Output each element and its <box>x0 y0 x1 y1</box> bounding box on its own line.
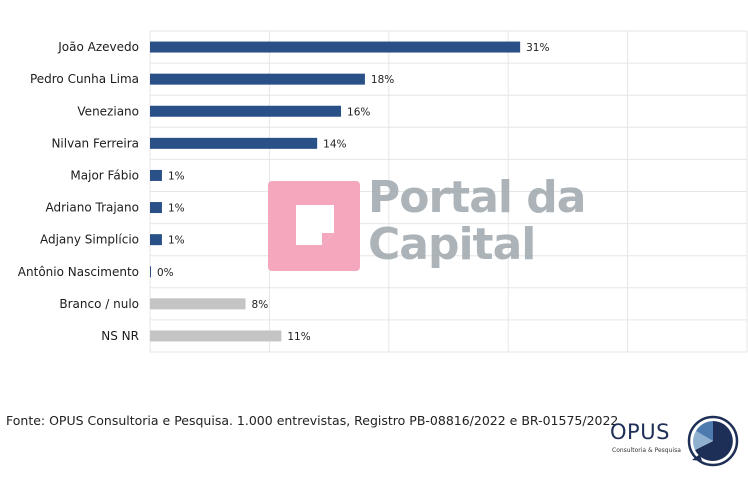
bar-4 <box>150 169 162 181</box>
bar-3 <box>150 137 318 149</box>
brand-subtitle: Consultoria & Pesquisa <box>612 447 681 454</box>
value-label: 8% <box>252 299 269 311</box>
bar-6 <box>150 234 162 246</box>
opus-brand: OPUS Consultoria & Pesquisa <box>608 412 744 468</box>
category-label: Pedro Cunha Lima <box>30 72 139 86</box>
category-label: Veneziano <box>77 104 139 118</box>
category-label: Antônio Nascimento <box>18 265 139 279</box>
category-label: Branco / nulo <box>59 297 139 311</box>
value-label: 31% <box>526 42 549 54</box>
grid-lines <box>149 30 748 353</box>
category-label: Adjany Simplício <box>40 233 139 247</box>
value-label: 11% <box>287 331 310 343</box>
bar-8 <box>150 298 246 310</box>
category-label: Adriano Trajano <box>46 201 140 215</box>
bar-chart: João Azevedo 31% Pedro Cunha Lima 18% Venezi… <box>18 30 748 353</box>
brand-name: OPUS <box>610 420 670 444</box>
value-label: 0% <box>157 267 174 279</box>
bar-1 <box>150 73 365 85</box>
pie-chart-icon <box>687 415 739 467</box>
category-label: Major Fábio <box>70 168 139 182</box>
bar-9 <box>150 330 282 342</box>
bar-0 <box>150 41 521 53</box>
bar-5 <box>150 202 162 214</box>
category-label: João Azevedo <box>57 40 139 54</box>
value-label: 16% <box>347 106 370 118</box>
value-label: 18% <box>371 74 394 86</box>
bars <box>150 41 521 342</box>
value-label: 1% <box>168 235 185 247</box>
value-label: 14% <box>323 138 346 150</box>
category-label: NS NR <box>101 329 139 343</box>
value-label: 1% <box>168 170 185 182</box>
bar-2 <box>150 105 342 117</box>
labels: João Azevedo 31% Pedro Cunha Lima 18% Venezi… <box>18 40 550 343</box>
value-label: 1% <box>168 203 185 215</box>
bar-7 <box>150 266 151 278</box>
source-note: Fonte: OPUS Consultoria e Pesquisa. 1.00… <box>6 413 619 428</box>
category-label: Nilvan Ferreira <box>51 136 139 150</box>
